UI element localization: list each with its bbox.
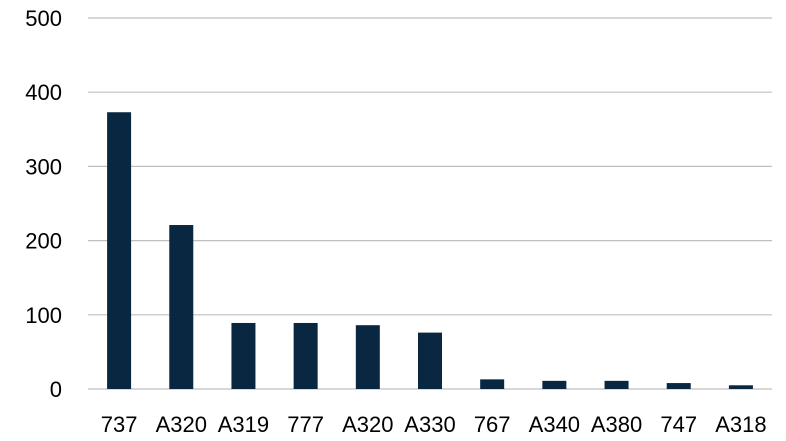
y-tick-label: 300 — [25, 154, 62, 179]
y-tick-label: 200 — [25, 229, 62, 254]
bar-737 — [107, 112, 132, 389]
bar-A330 — [418, 332, 442, 389]
bar-A340 — [542, 380, 567, 389]
bar-747 — [666, 383, 691, 389]
x-tick-label: 777 — [287, 412, 324, 436]
x-axis-tick-labels: 737 A320 A319 777 A320 A330 767 A340 A380 747 A318 — [101, 412, 767, 437]
x-tick-label: A319 — [218, 412, 269, 436]
bar-A380 — [604, 380, 629, 389]
bar-777 — [293, 322, 318, 389]
x-tick-label: 747 — [660, 412, 697, 436]
x-tick-label: 767 — [474, 412, 511, 436]
bar-A319 — [231, 322, 256, 389]
bar-A320 — [355, 325, 380, 389]
y-tick-label: 400 — [25, 80, 62, 105]
x-tick-label: A318 — [715, 412, 766, 436]
x-tick-label: A330 — [404, 412, 455, 436]
bar-A320 — [169, 225, 194, 389]
y-tick-label: 100 — [25, 303, 62, 328]
y-tick-label: 500 — [25, 6, 62, 31]
x-tick-label: A380 — [591, 412, 642, 436]
bars — [107, 112, 753, 389]
bar-767 — [480, 379, 505, 389]
y-tick-label: 0 — [50, 377, 62, 402]
x-tick-label: A320 — [342, 412, 393, 436]
x-tick-label: A340 — [529, 412, 580, 436]
gridlines — [88, 17, 772, 390]
y-axis-tick-labels: 0 100 200 300 400 500 — [25, 6, 62, 402]
bar-A318 — [728, 385, 753, 389]
x-tick-label: 737 — [101, 412, 138, 436]
x-tick-label: A320 — [156, 412, 207, 436]
